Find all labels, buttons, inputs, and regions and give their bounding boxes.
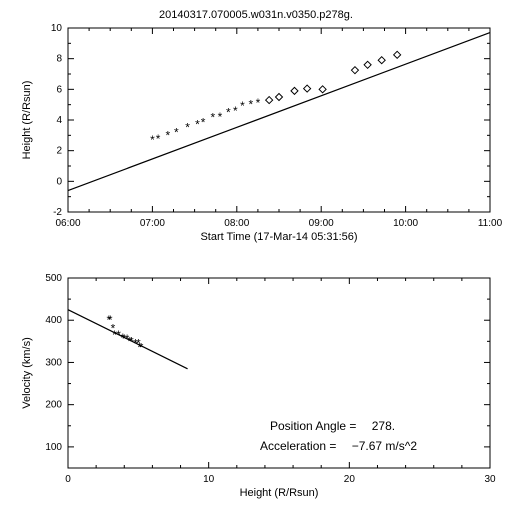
x-tick-label: 08:00 xyxy=(224,218,249,229)
x-tick-label: 07:00 xyxy=(140,218,165,229)
y-tick-label: 400 xyxy=(45,315,62,326)
y-tick-label: 500 xyxy=(45,273,62,284)
y-tick-label: -2 xyxy=(53,207,62,218)
y-tick-label: 100 xyxy=(45,442,62,453)
y-tick-label: 4 xyxy=(56,115,62,126)
asterisk-marker: * xyxy=(218,110,223,124)
y-tick-label: 10 xyxy=(51,23,63,34)
y-tick-label: 300 xyxy=(45,357,62,368)
diamond-marker xyxy=(394,51,401,58)
y-tick-label: 6 xyxy=(56,84,62,95)
x-tick-label: 20 xyxy=(344,474,356,485)
x-tick-label: 06:00 xyxy=(55,218,80,229)
asterisk-marker: * xyxy=(249,98,254,112)
diamond-marker xyxy=(319,86,326,93)
diamond-marker xyxy=(351,67,358,74)
x-tick-label: 10 xyxy=(203,474,215,485)
asterisk-marker: * xyxy=(185,121,190,135)
asterisk-marker: * xyxy=(195,118,200,132)
diamond-marker xyxy=(266,97,273,104)
y-axis-label: Height (R/Rsun) xyxy=(21,81,33,160)
diamond-marker xyxy=(378,57,385,64)
asterisk-marker: * xyxy=(201,115,206,129)
position-angle-label: Position Angle = 278. xyxy=(270,419,395,433)
height-time-chart: -2 0 2 4 6 8 10 06:00 07:00 08:00 09:00 10:00 11:00 S… xyxy=(21,23,503,243)
y-tick-label: 2 xyxy=(56,146,62,157)
diamond-marker xyxy=(291,87,298,94)
x-tick-label: 11:00 xyxy=(478,218,503,229)
page-title: 20140317.070005.w031n.v0350.p278g. xyxy=(159,9,353,21)
asterisk-marker: * xyxy=(174,125,179,139)
asterisk-marker: * xyxy=(139,341,144,355)
asterisk-marker: * xyxy=(256,96,261,110)
acceleration-label: Acceleration = −7.67 m/s^2 xyxy=(260,439,417,453)
asterisk-marker: * xyxy=(211,111,216,125)
y-tick-label: 200 xyxy=(45,400,62,411)
diamond-marker xyxy=(364,61,371,68)
y-tick-label: 0 xyxy=(56,176,62,187)
x-axis-label: Height (R/Rsun) xyxy=(240,487,319,499)
asterisk-marker: * xyxy=(233,104,238,118)
fit-line xyxy=(68,33,490,191)
velocity-height-chart: 100 200 300 400 500 0 10 20 30 Height (R/Rsun) Vel… xyxy=(21,273,496,499)
asterisk-marker: * xyxy=(156,132,161,146)
x-tick-label: 30 xyxy=(484,474,496,485)
x-tick-label: 10:00 xyxy=(393,218,418,229)
y-axis-label: Velocity (km/s) xyxy=(21,337,33,409)
x-axis-label: Start Time (17-Mar-14 05:31:56) xyxy=(200,231,357,243)
diamond-marker xyxy=(276,94,283,101)
diamond-marker xyxy=(304,85,311,92)
x-tick-label: 0 xyxy=(65,474,71,485)
asterisk-marker: * xyxy=(226,105,231,119)
asterisk-marker: * xyxy=(240,99,245,113)
asterisk-marker: * xyxy=(150,133,155,147)
y-tick-label: 8 xyxy=(56,54,62,65)
x-tick-label: 09:00 xyxy=(309,218,334,229)
asterisk-marker: * xyxy=(166,128,171,142)
